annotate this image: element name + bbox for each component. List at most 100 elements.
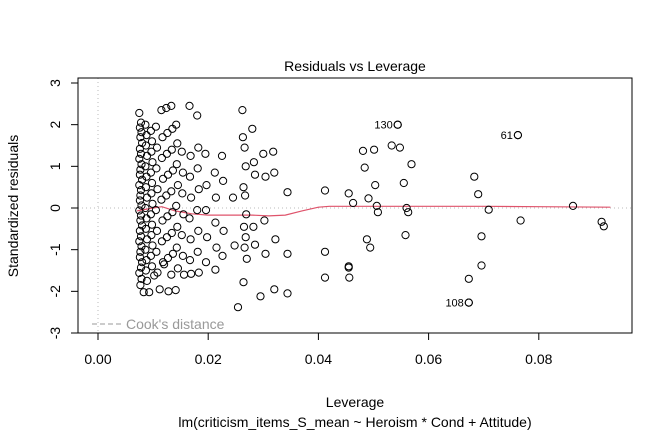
data-point [271, 235, 280, 244]
data-point [136, 186, 146, 195]
data-point [269, 147, 278, 156]
data-point [597, 217, 606, 226]
x-tick-label: 0.02 [195, 351, 222, 367]
data-point [193, 111, 202, 120]
data-point [137, 160, 146, 169]
data-point [167, 270, 176, 279]
data-point [136, 281, 145, 290]
data-point [219, 226, 228, 235]
data-point [142, 193, 152, 202]
data-point [173, 181, 182, 190]
data-point [163, 128, 172, 138]
data-point [173, 139, 182, 148]
data-point [241, 191, 250, 200]
data-point [172, 201, 181, 210]
data-point [240, 143, 249, 152]
data-point [407, 160, 416, 169]
data-point [211, 193, 220, 202]
data-point [177, 231, 186, 240]
data-point [135, 237, 144, 246]
data-point [211, 218, 220, 227]
y-axis: -3 -2 -1 0 1 2 3 [47, 79, 79, 340]
data-point [147, 147, 156, 156]
data-point [168, 249, 177, 258]
y-tick-label: -3 [47, 327, 63, 340]
point-label-61: 61 [501, 130, 513, 142]
data-point [135, 253, 144, 262]
data-point [141, 266, 150, 275]
point-labels-layer: 130 61 108 [374, 120, 523, 310]
data-point [283, 289, 292, 298]
data-point [193, 206, 202, 215]
data-point [162, 103, 171, 113]
data-point [259, 149, 268, 158]
data-point [158, 216, 167, 225]
data-point [185, 214, 194, 223]
data-point [167, 228, 176, 238]
legend-cooks-distance-label: Cook's distance [126, 316, 225, 332]
data-point [364, 194, 373, 203]
data-point [168, 208, 177, 217]
data-point [201, 206, 211, 215]
data-point [152, 226, 162, 235]
data-point [248, 124, 257, 133]
data-point [167, 101, 176, 111]
data-point [194, 185, 203, 194]
model-formula-subtitle: lm(criticism_items_S_mean ~ Heroism * Co… [178, 414, 531, 430]
data-point [173, 264, 182, 273]
data-point [194, 268, 203, 277]
smoother-layer [136, 205, 611, 217]
data-point [167, 145, 176, 154]
data-point [241, 233, 250, 242]
x-tick-label: 0.06 [415, 351, 442, 367]
data-point [260, 216, 269, 225]
data-point [395, 143, 404, 152]
data-point [177, 147, 186, 156]
data-point [158, 174, 168, 183]
data-point [172, 120, 181, 129]
data-point [136, 216, 145, 225]
legend: Cook's distance [92, 316, 225, 332]
data-point [151, 122, 160, 131]
data-point [194, 226, 203, 235]
y-tick-label: 2 [47, 121, 63, 129]
data-point [146, 168, 155, 177]
data-point [162, 149, 171, 158]
data-point [136, 247, 145, 256]
labeled-data-point [464, 298, 473, 307]
data-point [173, 222, 182, 231]
data-point [142, 172, 151, 181]
data-point [366, 243, 375, 252]
data-point [164, 287, 173, 296]
data-point [193, 247, 202, 256]
data-point [470, 172, 479, 181]
data-point [185, 101, 194, 111]
data-point [141, 224, 150, 233]
data-point [141, 120, 150, 129]
data-point [157, 195, 166, 204]
data-point [401, 231, 410, 240]
data-point [387, 141, 396, 150]
data-point [135, 196, 144, 205]
data-point [201, 258, 211, 267]
data-point [484, 205, 493, 214]
data-point [211, 265, 220, 274]
data-point [194, 143, 203, 152]
point-label-108: 108 [445, 298, 463, 310]
labeled-data-point [393, 120, 402, 129]
smoother-line [136, 205, 611, 217]
data-point [142, 214, 151, 223]
data-point [172, 243, 181, 252]
data-point [186, 235, 195, 244]
data-point [402, 203, 411, 213]
data-point [344, 189, 353, 198]
data-point [147, 137, 157, 146]
data-point [185, 172, 195, 181]
data-point [201, 149, 210, 158]
point-label-130: 130 [374, 120, 392, 132]
data-point [172, 160, 181, 169]
x-axis: 0.00 0.02 0.04 0.06 0.08 [84, 332, 553, 367]
data-point [370, 145, 379, 154]
data-point [136, 149, 146, 158]
